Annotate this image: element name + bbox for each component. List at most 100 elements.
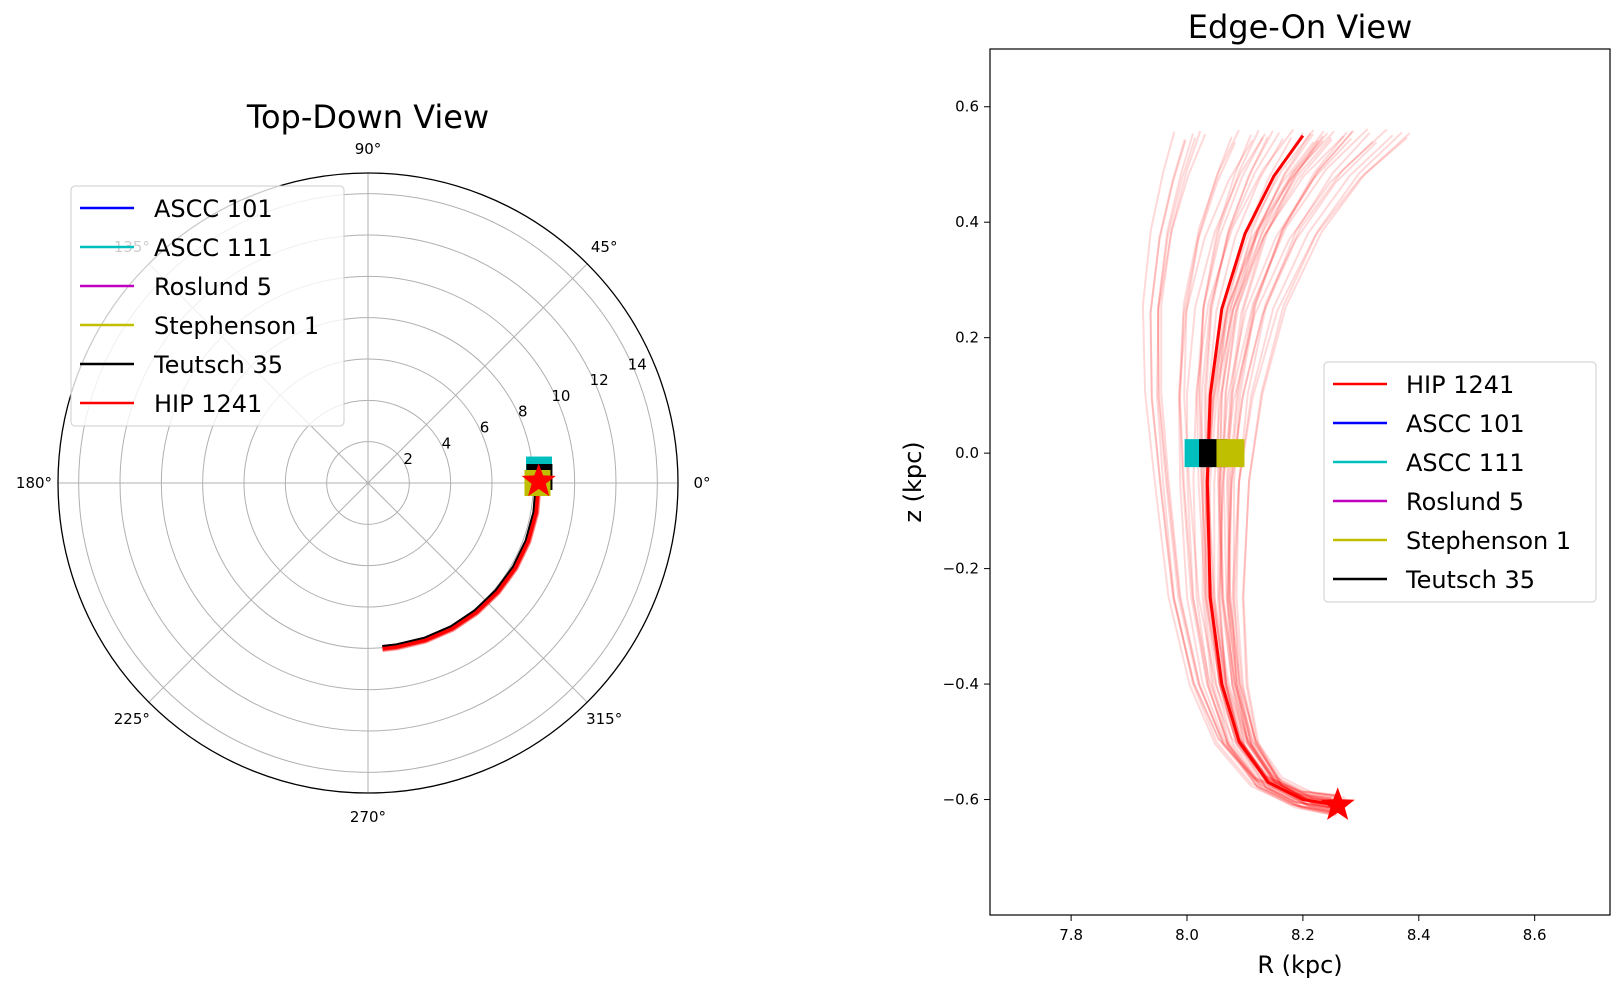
edge-star-orbit-sample	[1242, 131, 1403, 812]
edge-star-orbit-sample	[1203, 135, 1345, 806]
edge-legend-label-teutsch-35: Teutsch 35	[1405, 566, 1535, 594]
edge-star-orbit-sample	[1231, 137, 1408, 803]
edge-data	[1141, 128, 1411, 820]
edge-star-orbit-sample	[1149, 140, 1332, 799]
edge-ytick-label-0: 0.6	[955, 98, 979, 116]
polar-title: Top-Down View	[246, 98, 489, 136]
polar-angle-tick-315: 315°	[586, 710, 622, 728]
edge-star-orbit-sample	[1200, 132, 1339, 811]
edge-ytick-label-5: −0.4	[943, 675, 979, 693]
polar-star-orbit-sample	[382, 481, 542, 653]
edge-star-marker	[1320, 787, 1355, 820]
edge-star-orbit-mean	[1205, 134, 1338, 807]
edge-star-orbit-sample	[1201, 130, 1335, 813]
edge-star-orbit-sample	[1178, 129, 1335, 815]
edge-legend-label-stephenson-1: Stephenson 1	[1406, 527, 1571, 555]
edge-legend-label-ascc-101: ASCC 101	[1406, 410, 1525, 438]
edge-star-orbit-sample	[1177, 139, 1332, 800]
polar-legend-label-hip-1241: HIP 1241	[154, 390, 262, 418]
polar-star-orbit-sample	[382, 481, 542, 652]
edge-xtick-label-1: 8.0	[1175, 926, 1199, 944]
edge-star-orbit-sample	[1155, 133, 1330, 809]
edge-legend-label-hip-1241: HIP 1241	[1406, 371, 1514, 399]
polar-radial-tick-4: 4	[442, 434, 452, 452]
edge-star-orbit-sample	[1141, 131, 1331, 813]
edge-ticks: 7.8 8.0 8.2 8.4 8.6 0.6 0.4 0.2 0.0 −0.2 −0.4 −0.6	[943, 98, 1547, 944]
edge-xtick-label-2: 8.2	[1291, 926, 1315, 944]
polar-legend-label-stephenson-1: Stephenson 1	[154, 312, 319, 340]
edge-star-orbit-sample	[1241, 132, 1411, 810]
polar-angle-tick-0: 0°	[693, 474, 710, 492]
edge-star-orbit-sample	[1222, 132, 1346, 810]
polar-radial-tick-2: 2	[403, 450, 413, 468]
edge-star-orbit-sample	[1225, 139, 1346, 799]
edge-legend: HIP 1241 ASCC 101 ASCC 111 Roslund 5 Stephen…	[1323, 361, 1597, 603]
edge-star-orbit-sample	[1218, 128, 1369, 817]
edge-xtick-label-0: 7.8	[1059, 926, 1083, 944]
edge-ytick-label-3: 0.0	[955, 444, 979, 462]
edge-xtick-label-4: 8.6	[1523, 926, 1547, 944]
edge-ylabel: z (kpc)	[899, 441, 927, 522]
polar-legend-box	[70, 185, 345, 427]
polar-teutsch-orbit	[382, 481, 538, 648]
polar-legend-label-roslund-5: Roslund 5	[154, 273, 272, 301]
polar-star-orbit-mean	[382, 481, 541, 651]
edge-star-orbit-sample	[1227, 135, 1346, 806]
edge-star-orbit-sample	[1157, 133, 1335, 810]
edge-star-orbit-sample	[1178, 141, 1337, 797]
edge-star-orbit-sample	[1205, 132, 1334, 810]
edge-star-orbit-sample	[1213, 138, 1337, 801]
edge-star-orbit-sample	[1207, 138, 1342, 802]
edge-star-orbit-sample	[1204, 136, 1344, 805]
polar-legend-label-teutsch-35: Teutsch 35	[153, 351, 283, 379]
edge-ytick-label-6: −0.6	[943, 791, 979, 809]
polar-grid-spoke-225	[148, 482, 369, 703]
polar-angle-tick-270: 270°	[350, 808, 386, 826]
edge-star-orbit-sample	[1218, 132, 1345, 811]
edge-ytick-label-4: −0.2	[943, 560, 979, 578]
polar-frame	[57, 172, 679, 794]
edge-legend-box	[1323, 361, 1597, 603]
edge-star-orbit-sample	[1195, 136, 1340, 804]
edge-ytick-label-2: 0.2	[955, 329, 979, 347]
edge-star-orbit-sample	[1160, 130, 1334, 814]
polar-legend-label-ascc-101: ASCC 101	[154, 195, 273, 223]
polar-grid-spoke-315	[367, 482, 588, 703]
polar-grid-spoke-45	[367, 263, 588, 484]
edge-star-orbit-sample	[1226, 141, 1378, 797]
polar-radial-tick-10: 10	[551, 387, 570, 405]
polar-legend: ASCC 101 ASCC 111 Roslund 5 Stephenson 1 Teu…	[70, 185, 345, 427]
edge-star-orbit-sample	[1225, 128, 1388, 816]
polar-star-marker	[521, 463, 556, 497]
polar-radial-tick-6: 6	[480, 419, 490, 437]
edge-cluster-marker-stephenson-1	[1216, 439, 1245, 468]
edge-star-orbit-sample	[1232, 131, 1348, 812]
polar-legend-label-ascc-111: ASCC 111	[154, 234, 273, 262]
polar-radial-tick-14: 14	[628, 355, 647, 373]
edge-star-orbit-sample	[1218, 133, 1343, 809]
edge-star-orbit-sample	[1218, 141, 1374, 797]
polar-angle-tick-90: 90°	[355, 140, 382, 158]
edge-xlabel: R (kpc)	[1257, 951, 1342, 979]
edge-title: Edge-On View	[1188, 8, 1413, 46]
edge-star-orbit-sample	[1149, 138, 1332, 801]
edge-star-orbit-sample	[1235, 132, 1371, 811]
edge-star-orbit-sample	[1197, 129, 1342, 815]
polar-radial-tick-8: 8	[518, 403, 528, 421]
edge-legend-label-ascc-111: ASCC 111	[1406, 449, 1525, 477]
edge-xtick-label-3: 8.4	[1407, 926, 1431, 944]
edge-star-orbit-sample	[1185, 133, 1334, 809]
polar-angle-tick-45: 45°	[591, 238, 618, 256]
edge-star-orbit-sample	[1192, 128, 1333, 816]
polar-data	[382, 456, 556, 653]
polar-radial-tick-12: 12	[590, 371, 609, 389]
edge-ytick-label-1: 0.4	[955, 213, 979, 231]
polar-angle-tick-225: 225°	[114, 710, 150, 728]
edge-legend-label-roslund-5: Roslund 5	[1406, 488, 1524, 516]
edge-star-orbit-sample	[1216, 137, 1353, 802]
polar-angle-tick-180: 180°	[16, 474, 52, 492]
edge-axes-frame	[989, 48, 1611, 916]
edge-star-orbit-sample	[1156, 137, 1334, 804]
edge-star-orbit-sample	[1233, 134, 1394, 807]
